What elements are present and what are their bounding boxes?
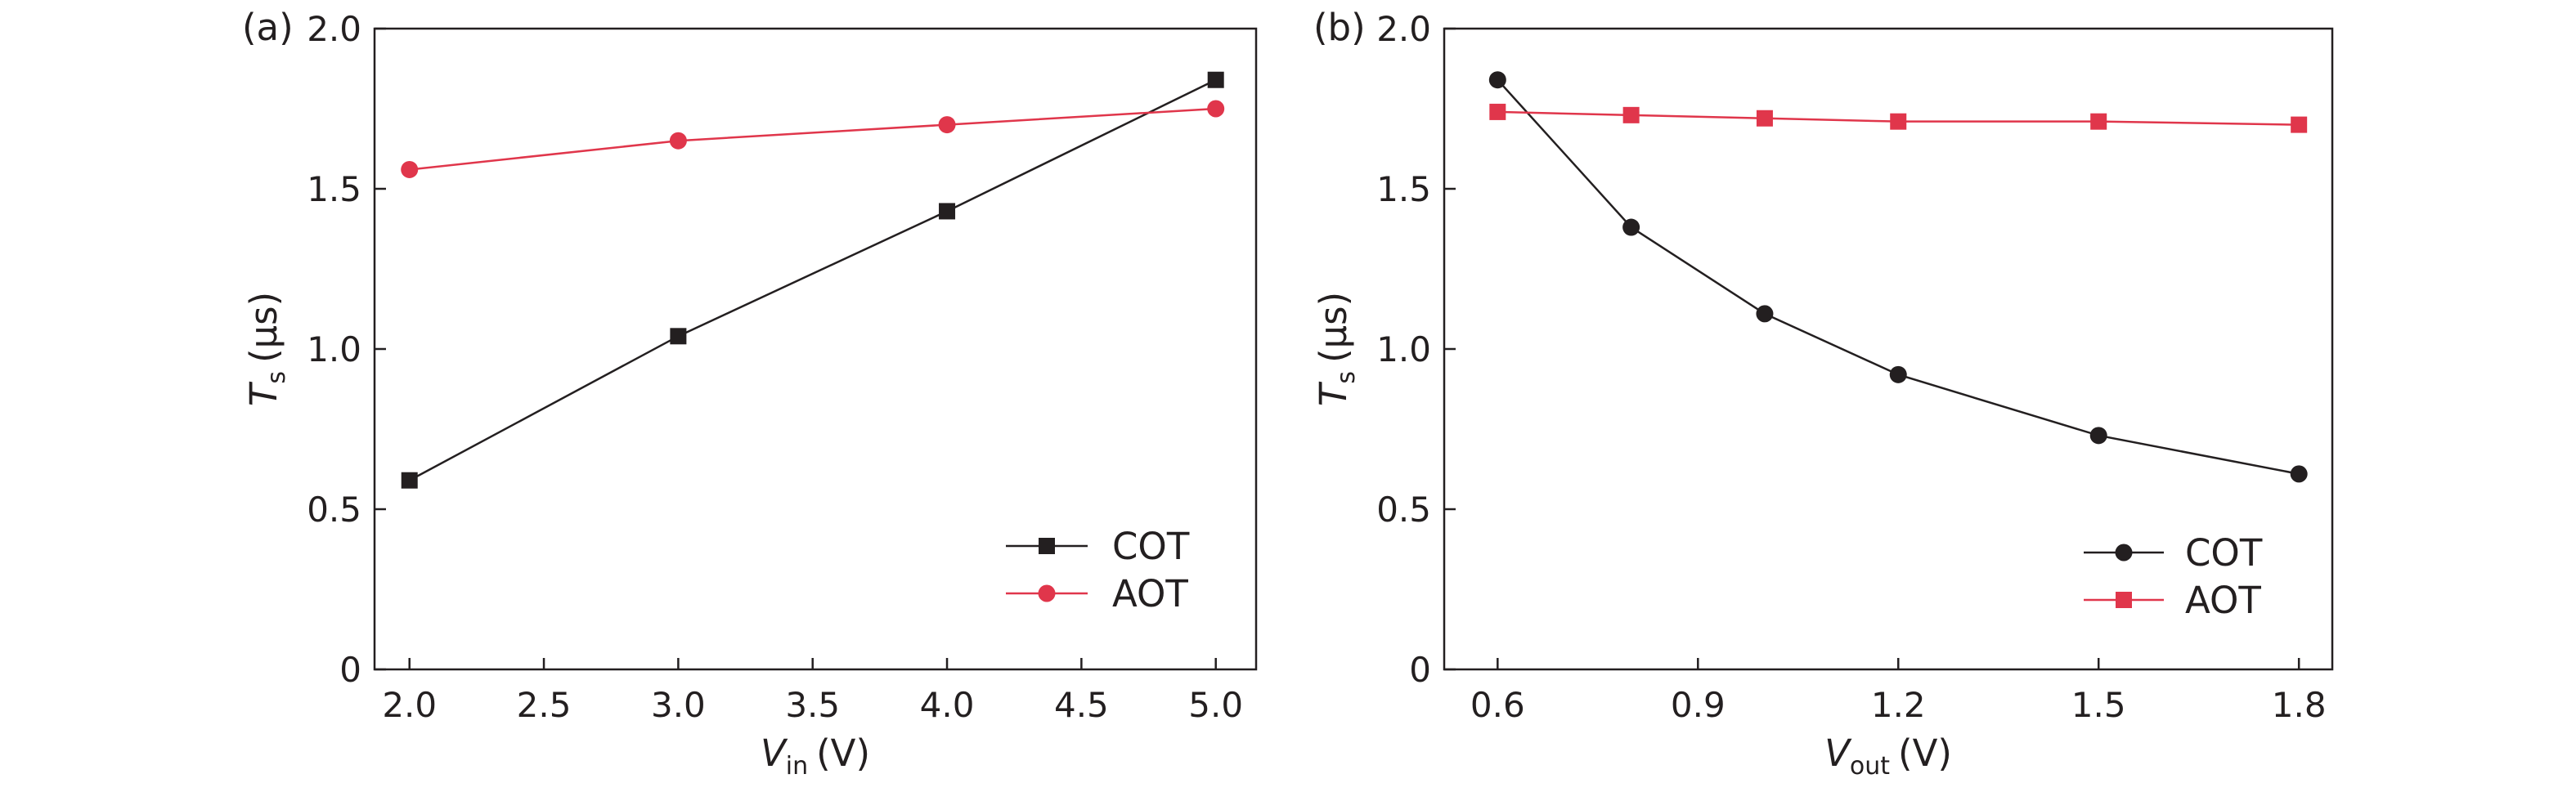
cot-data-point	[939, 203, 956, 220]
y-tick-label: 1.0	[307, 329, 361, 369]
x-tick-label: 1.8	[2272, 685, 2327, 725]
panel-a-chart: (a) 0 0.5 1.0 1.5 2.0 2.0 2.5 3.0 3.5 4.0 4.5 5.0 Vi…	[242, 6, 1258, 781]
y-axis-label: Ts (μs)	[1312, 292, 1361, 406]
y-tick-label: 1.0	[1376, 329, 1431, 369]
y-tick-label: 2.0	[307, 9, 361, 49]
x-axis-label: Vout (V)	[1824, 732, 1952, 781]
legend-cot-label: COT	[2185, 531, 2263, 575]
x-tick-label: 4.0	[920, 685, 975, 725]
x-tick-label: 4.5	[1054, 685, 1109, 725]
y-axis-label: Ts (μs)	[242, 292, 291, 406]
y-axis-label-subscript: s	[263, 371, 291, 384]
legend-aot-label: AOT	[2185, 579, 2261, 622]
x-axis-label-subscript: out	[1850, 752, 1890, 781]
x-axis-label: Vin (V)	[761, 732, 870, 781]
aot-data-point	[1207, 100, 1225, 118]
y-tick-label: 0.5	[307, 490, 361, 530]
legend-aot-marker	[2116, 592, 2132, 608]
legend-cot-marker	[2115, 544, 2133, 562]
aot-data-point	[2291, 116, 2308, 133]
cot-series-line	[409, 78, 1217, 481]
y-axis-label-symbol: T	[1312, 381, 1355, 406]
cot-data-point	[1622, 218, 1640, 236]
y-tick-label: 0	[1409, 650, 1431, 690]
x-tick-label: 5.0	[1188, 685, 1243, 725]
y-axis-label-unit: (μs)	[1312, 292, 1355, 363]
panel-a-label: (a)	[242, 6, 294, 49]
aot-series-line	[409, 107, 1216, 171]
x-tick-label: 1.5	[2071, 685, 2126, 725]
y-axis-label-symbol: T	[242, 381, 285, 406]
cot-data-point	[670, 328, 687, 345]
x-tick-label: 2.5	[517, 685, 572, 725]
cot-data-point	[401, 472, 418, 489]
x-axis-label-unit: (V)	[816, 732, 870, 775]
x-axis-label-symbol: V	[761, 732, 788, 775]
x-tick-label: 1.2	[1871, 685, 1926, 725]
aot-data-point	[1489, 103, 1506, 120]
legend-aot-marker	[1038, 584, 1056, 602]
y-axis-label-subscript: s	[1332, 371, 1361, 384]
cot-data-point	[2290, 465, 2308, 483]
cot-data-point	[1488, 71, 1506, 89]
aot-data-point	[1756, 110, 1773, 127]
aot-series-line	[1497, 110, 2300, 126]
x-axis-label-subscript: in	[786, 752, 808, 781]
y-tick-label: 1.5	[1376, 169, 1431, 209]
cot-data-point	[1889, 365, 1907, 383]
y-tick-label: 0.5	[1376, 490, 1431, 530]
legend-cot-label: COT	[1112, 525, 1190, 568]
cot-data-point	[1207, 71, 1224, 88]
y-tick-label: 1.5	[307, 169, 361, 209]
legend-aot-label: AOT	[1112, 572, 1188, 615]
cot-data-point	[1756, 305, 1774, 323]
y-axis-label-unit: (μs)	[242, 292, 285, 363]
x-tick-label: 3.0	[651, 685, 706, 725]
y-tick-label: 0	[339, 650, 361, 690]
x-tick-label: 0.9	[1671, 685, 1726, 725]
y-tick-label: 2.0	[1376, 9, 1431, 49]
x-axis-label-symbol: V	[1824, 732, 1852, 775]
aot-data-point	[1622, 106, 1640, 123]
cot-series-line	[1497, 78, 2300, 476]
aot-data-point	[2090, 113, 2107, 130]
aot-data-point	[1890, 113, 1907, 130]
panel-b-label: (b)	[1313, 6, 1366, 49]
x-tick-label: 3.5	[785, 685, 840, 725]
legend-cot-marker	[1039, 538, 1055, 554]
aot-data-point	[669, 132, 687, 150]
x-axis-label-unit: (V)	[1898, 732, 1952, 775]
aot-data-point	[401, 160, 419, 178]
x-tick-label: 2.0	[382, 685, 437, 725]
panel-b-chart: (b) 0 0.5 1.0 1.5 2.0 0.6 0.9 1.2 1.5 1.8 Vout (V) T…	[1312, 6, 2334, 781]
aot-data-point	[938, 116, 956, 134]
x-tick-label: 0.6	[1470, 685, 1525, 725]
cot-data-point	[2089, 427, 2107, 445]
